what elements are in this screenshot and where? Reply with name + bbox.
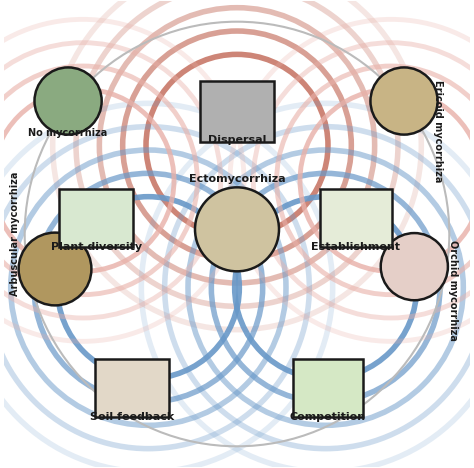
- Circle shape: [35, 67, 102, 135]
- Text: Ericoid mycorrhiza: Ericoid mycorrhiza: [433, 80, 443, 183]
- Text: Arbuscular mycorrhiza: Arbuscular mycorrhiza: [10, 172, 20, 296]
- Circle shape: [381, 233, 448, 300]
- Text: Plant diversity: Plant diversity: [51, 242, 142, 252]
- Bar: [320, 189, 392, 247]
- Text: Dispersal: Dispersal: [208, 135, 266, 146]
- Text: Establishment: Establishment: [311, 242, 401, 252]
- Text: Soil feedback: Soil feedback: [90, 411, 174, 422]
- Circle shape: [195, 187, 279, 271]
- Bar: [293, 359, 363, 417]
- Text: Ectomycorrhiza: Ectomycorrhiza: [189, 174, 285, 183]
- Circle shape: [18, 233, 91, 306]
- Bar: [95, 359, 169, 417]
- Text: No mycorrhiza: No mycorrhiza: [28, 128, 108, 138]
- Bar: [200, 81, 274, 142]
- Bar: [59, 189, 133, 247]
- Circle shape: [371, 67, 438, 135]
- Text: Orchid mycorrhiza: Orchid mycorrhiza: [447, 240, 457, 340]
- Text: Competition: Competition: [290, 411, 366, 422]
